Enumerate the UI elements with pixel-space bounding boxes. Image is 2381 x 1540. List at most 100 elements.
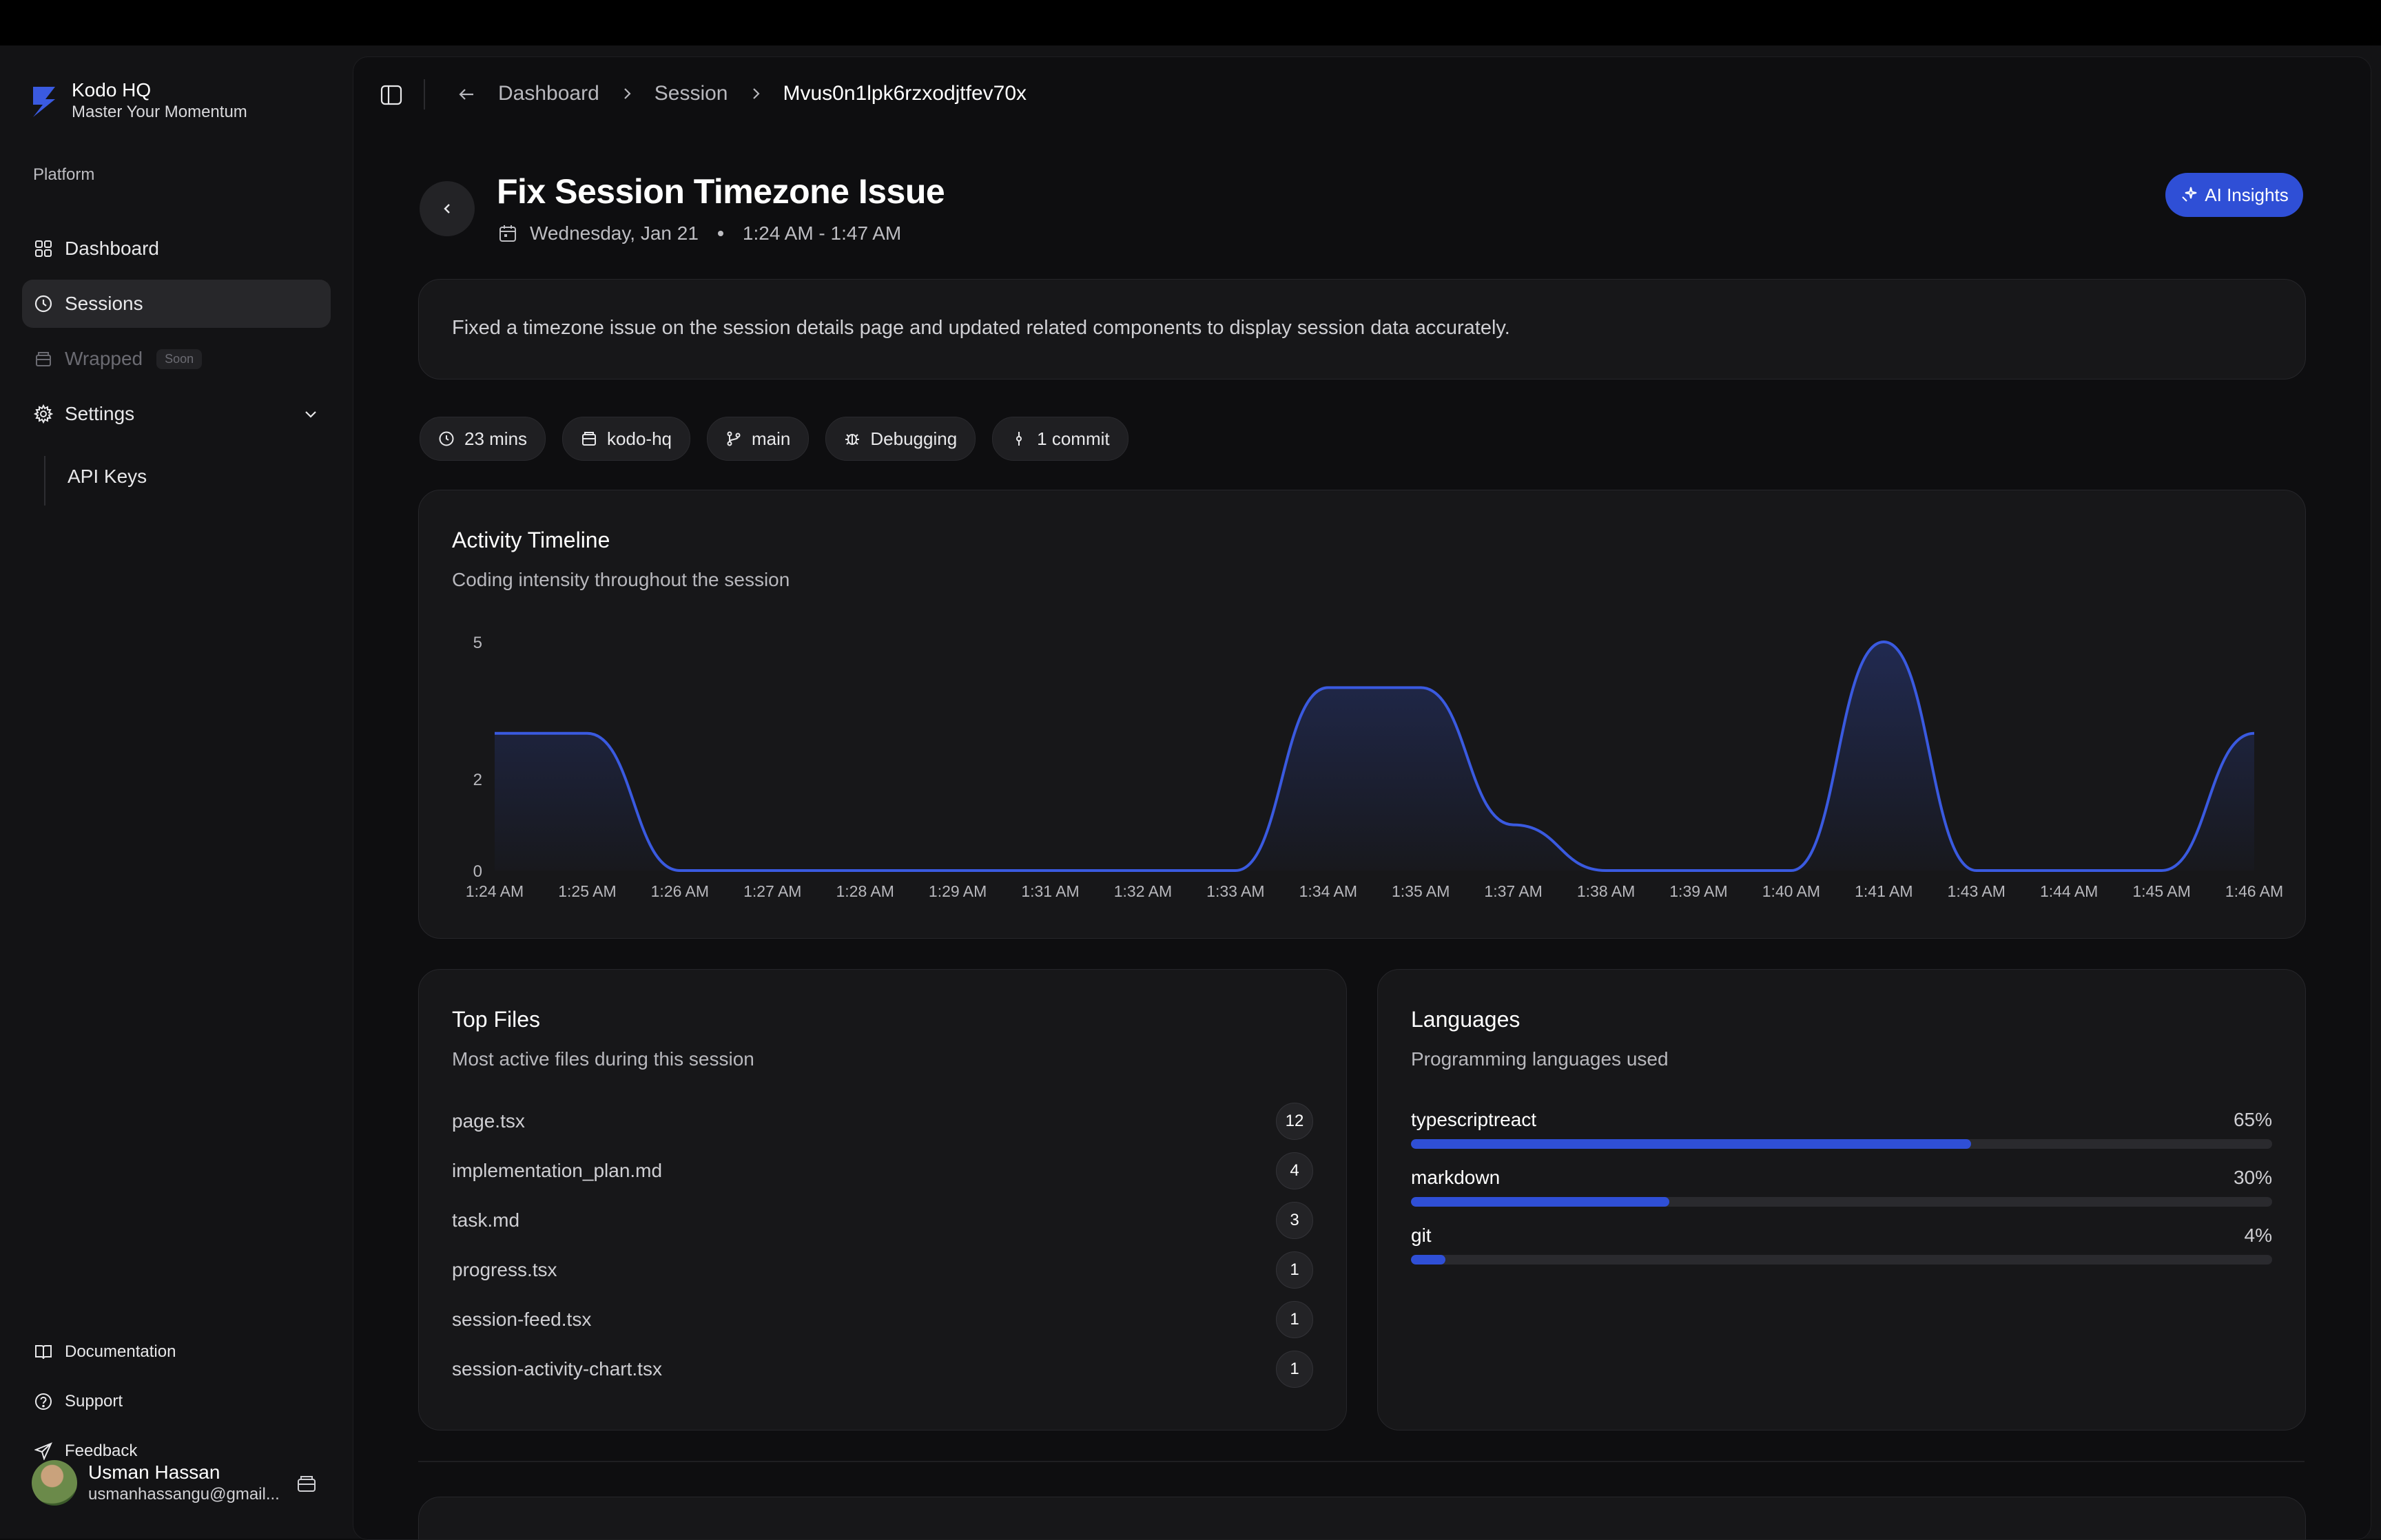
x-tick-label: 1:25 AM (558, 882, 616, 900)
chip-commits: 1 commit (992, 417, 1128, 461)
file-row[interactable]: progress.tsx 1 (452, 1251, 1313, 1289)
file-name: progress.tsx (452, 1259, 557, 1280)
separator-dot (717, 231, 723, 236)
language-name: markdown (1411, 1167, 1501, 1188)
avatar (32, 1460, 77, 1506)
activity-point (863, 868, 867, 873)
ai-insights-button[interactable]: AI Insights (2165, 173, 2303, 217)
x-tick-label: 1:33 AM (1206, 882, 1264, 900)
language-item: git 4% (1411, 1225, 2272, 1265)
footer-link-label: Support (65, 1392, 123, 1411)
chip-duration: 23 mins (420, 417, 546, 461)
file-count-badge: 3 (1276, 1202, 1313, 1239)
user-menu-icon[interactable] (295, 1471, 318, 1495)
session-date: Wednesday, Jan 21 (530, 222, 699, 244)
activity-point (1233, 868, 1237, 873)
sidebar-footer-feedback[interactable]: Feedback (33, 1441, 137, 1461)
bug-icon (845, 434, 860, 445)
activity-point (1141, 868, 1145, 873)
file-count-badge: 12 (1276, 1103, 1313, 1140)
language-name: git (1411, 1225, 1432, 1246)
languages-card: Languages Programming languages used typ… (1377, 969, 2306, 1430)
activity-point (1882, 640, 1886, 644)
sidebar-item-dashboard[interactable]: Dashboard (22, 225, 331, 273)
languages-title: Languages (1411, 1007, 1521, 1032)
subtree-line (44, 456, 45, 506)
activity-point (1789, 868, 1793, 873)
top-files-card: Top Files Most active files during this … (418, 969, 1347, 1430)
language-percent: 30% (2233, 1167, 2272, 1188)
chip-label: Debugging (870, 428, 958, 449)
file-name: session-feed.tsx (452, 1309, 592, 1330)
chevron-down-icon[interactable] (302, 405, 320, 423)
language-bar-track (1411, 1197, 2272, 1207)
breadcrumb-session[interactable]: Session (654, 82, 728, 105)
activity-point (2160, 868, 2164, 873)
sidebar-footer-support[interactable]: Support (33, 1391, 123, 1412)
sparkles-icon (2182, 187, 2197, 202)
divider (424, 79, 425, 110)
activity-subtitle: Coding intensity throughout the session (452, 569, 790, 590)
x-tick-label: 1:32 AM (1114, 882, 1172, 900)
sidebar-item-label: Wrapped (65, 348, 143, 369)
breadcrumb-bar: Dashboard Session Mvus0n1lpk6rzxodjtfev7… (353, 57, 2371, 130)
activity-timeline-card: Activity Timeline Coding intensity throu… (418, 490, 2306, 939)
sidebar-item-wrapped[interactable]: Wrapped Soon (22, 335, 331, 383)
chevron-left-icon (444, 204, 450, 214)
summary-card: Fixed a timezone issue on the session de… (418, 279, 2306, 379)
x-tick-label: 1:41 AM (1855, 882, 1913, 900)
chip-label: 23 mins (464, 428, 528, 449)
x-tick-label: 1:37 AM (1484, 882, 1542, 900)
activity-point (1975, 868, 1979, 873)
language-percent: 65% (2233, 1109, 2272, 1130)
file-name: implementation_plan.md (452, 1160, 663, 1181)
x-tick-label: 1:44 AM (2040, 882, 2098, 900)
file-row[interactable]: page.tsx 12 (452, 1102, 1313, 1141)
grid-icon (33, 238, 54, 259)
file-name: session-activity-chart.tsx (452, 1358, 662, 1380)
language-item: typescriptreact 65% (1411, 1109, 2272, 1149)
session-summary: Fixed a timezone issue on the session de… (452, 317, 1510, 339)
sidebar-item-sessions[interactable]: Sessions (22, 280, 331, 328)
chip-category: Debugging (825, 417, 976, 461)
language-bar-fill (1411, 1197, 1669, 1207)
section-label-platform: Platform (33, 165, 95, 184)
breadcrumb-current: Mvus0n1lpk6rzxodjtfev70x (783, 82, 1027, 105)
chip-branch: main (707, 417, 810, 461)
user-profile[interactable]: Usman Hassan usmanhassangu@gmail... (32, 1460, 280, 1506)
file-name: page.tsx (452, 1110, 525, 1132)
back-button[interactable] (420, 181, 475, 236)
activity-point (2252, 731, 2256, 736)
activity-point (1326, 685, 1330, 689)
sidebar: Kodo HQ Master Your Momentum Platform Da… (0, 45, 353, 1539)
language-bar-track (1411, 1139, 2272, 1149)
x-tick-label: 1:39 AM (1669, 882, 1727, 900)
clock-icon (33, 293, 54, 314)
top-bar (0, 0, 2381, 45)
brand[interactable]: Kodo HQ Master Your Momentum (30, 79, 247, 123)
sidebar-item-api-keys[interactable]: API Keys (68, 466, 147, 487)
kodo-logo-icon (33, 87, 55, 117)
file-row[interactable]: session-feed.tsx 1 (452, 1300, 1313, 1339)
box-icon (33, 348, 54, 369)
activity-chart: 0 2 5 1:24 AM 1:25 AM 1:26 AM 1:27 AM 1:28 AM 1:… (466, 634, 2283, 900)
arrow-left-icon[interactable] (457, 85, 476, 104)
x-tick-label: 1:43 AM (1948, 882, 2006, 900)
user-email: usmanhassangu@gmail... (88, 1485, 280, 1503)
sidebar-item-label: Sessions (65, 293, 143, 314)
file-row[interactable]: task.md 3 (452, 1201, 1313, 1240)
activity-point (1696, 868, 1700, 873)
app-shell: Kodo HQ Master Your Momentum Platform Da… (0, 45, 2381, 1540)
sidebar-toggle-icon[interactable] (380, 83, 403, 107)
book-icon (33, 1342, 54, 1362)
file-row[interactable]: implementation_plan.md 4 (452, 1152, 1313, 1190)
x-tick-label: 1:40 AM (1762, 882, 1820, 900)
file-row[interactable]: session-activity-chart.tsx 1 (452, 1350, 1313, 1388)
sidebar-footer-documentation[interactable]: Documentation (33, 1342, 176, 1362)
file-count-badge: 4 (1276, 1152, 1313, 1189)
x-tick-label: 1:45 AM (2132, 882, 2190, 900)
git-commit-icon (1016, 432, 1022, 446)
breadcrumb-dashboard[interactable]: Dashboard (498, 82, 599, 105)
file-count-badge: 1 (1276, 1351, 1313, 1388)
sidebar-item-settings[interactable]: Settings (22, 390, 331, 438)
